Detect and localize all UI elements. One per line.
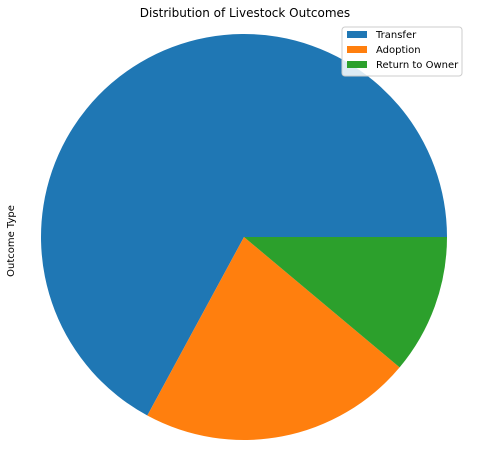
- legend-label: Return to Owner: [376, 60, 459, 71]
- chart-title: Distribution of Livestock Outcomes: [140, 6, 350, 20]
- legend-label: Transfer: [375, 30, 417, 41]
- pie-slice-adoption: [147, 237, 400, 441]
- pie-slice-transfer: [40, 34, 448, 416]
- legend-swatch: [347, 61, 367, 68]
- legend-swatch: [347, 31, 367, 38]
- legend-label: Adoption: [376, 45, 421, 56]
- legend-box: [341, 26, 463, 77]
- legend-swatch: [347, 46, 367, 53]
- pie-slice-return-to-owner: [244, 237, 447, 368]
- pie-slices: [40, 34, 448, 441]
- y-axis-label: Outcome Type: [6, 205, 17, 277]
- legend: Transfer Adoption Return to Owner: [341, 26, 463, 77]
